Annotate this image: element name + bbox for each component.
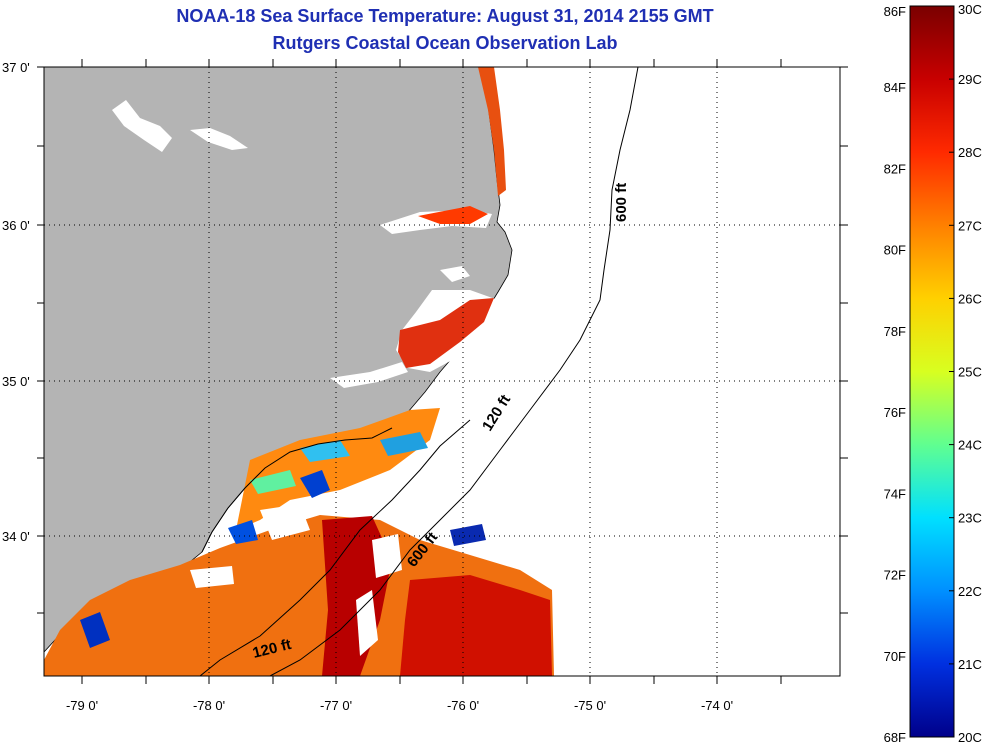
lon-label-78: -78 0' — [193, 698, 225, 713]
lon-ticks — [81, 59, 782, 684]
colorbar-f-label: 80F — [884, 243, 906, 258]
sst-patch-gulf-stream-east — [400, 575, 552, 676]
coastline-south — [201, 427, 393, 553]
sst-patch-pamlico — [398, 298, 494, 368]
sst-cold-patch-4 — [450, 524, 486, 546]
sst-patch-outer-banks-north — [478, 67, 506, 196]
colorbar-c-label: 30C — [958, 2, 982, 17]
map-title: NOAA-18 Sea Surface Temperature: August … — [176, 6, 714, 26]
lat-label-35: 35 0' — [2, 374, 30, 389]
colorbar-c-label: 23C — [958, 511, 982, 526]
lon-label-76: -76 0' — [447, 698, 479, 713]
isobath-600ft-north — [269, 67, 639, 676]
colorbar-c-label: 26C — [958, 291, 982, 306]
colorbar-c-label: 29C — [958, 72, 982, 87]
sst-cold-eddy-1 — [300, 470, 330, 498]
sst-gap-4 — [356, 590, 378, 656]
colorbar-f-label: 84F — [884, 80, 906, 95]
colorbar-f-label: 72F — [884, 568, 906, 583]
lon-label-75: -75 0' — [574, 698, 606, 713]
sst-gap-3 — [190, 566, 234, 588]
lon-label-74: -74 0' — [701, 698, 733, 713]
colorbar-c-label: 20C — [958, 730, 982, 745]
lat-label-36: 36 0' — [2, 218, 30, 233]
colorbar-f-label: 82F — [884, 161, 906, 176]
isobath-label-600-north: 600 ft — [613, 183, 630, 222]
colorbar-ticks — [949, 5, 954, 738]
inland-lake-2 — [190, 128, 248, 150]
colorbar-c-label: 25C — [958, 365, 982, 380]
sst-gap-2 — [372, 534, 402, 578]
lat-label-34: 34 0' — [2, 529, 30, 544]
sst-gap-1 — [260, 504, 310, 540]
colorbar-f-label: 74F — [884, 486, 906, 501]
colorbar-c-label: 21C — [958, 657, 982, 672]
sst-patch-sound-north — [418, 206, 488, 224]
colorbar-celsius-labels: 30C 29C 28C 27C 26C 25C 24C 23C 22C 21C 20C — [958, 2, 982, 745]
colorbar-c-label: 27C — [958, 218, 982, 233]
sst-cool-patch-2 — [250, 470, 296, 494]
colorbar-f-label: 76F — [884, 405, 906, 420]
lat-ticks — [37, 66, 848, 614]
map-frame — [43, 66, 841, 677]
colorbar-f-label: 86F — [884, 4, 906, 19]
sst-cold-eddy-3 — [80, 612, 110, 648]
inland-lake-1 — [112, 100, 172, 152]
colorbar-f-label: 68F — [884, 730, 906, 745]
colorbar — [909, 5, 955, 738]
colorbar-c-label: 24C — [958, 438, 982, 453]
sst-data-layer — [44, 67, 554, 676]
isobath-120ft — [199, 419, 471, 676]
colorbar-c-label: 22C — [958, 584, 982, 599]
map-subtitle: Rutgers Coastal Ocean Observation Lab — [272, 33, 618, 53]
colorbar-f-label: 78F — [884, 324, 906, 339]
sst-cold-eddy-2 — [228, 520, 258, 544]
colorbar-f-label: 70F — [884, 649, 906, 664]
lon-label-79: -79 0' — [66, 698, 98, 713]
colorbar-fahrenheit-labels: 86F 84F 82F 80F 78F 76F 74F 72F 70F 68F — [884, 4, 906, 745]
sst-cool-patch-3 — [380, 432, 428, 456]
lon-label-77: -77 0' — [320, 698, 352, 713]
colorbar-c-label: 28C — [958, 145, 982, 160]
lat-label-37: 37 0' — [2, 60, 30, 75]
